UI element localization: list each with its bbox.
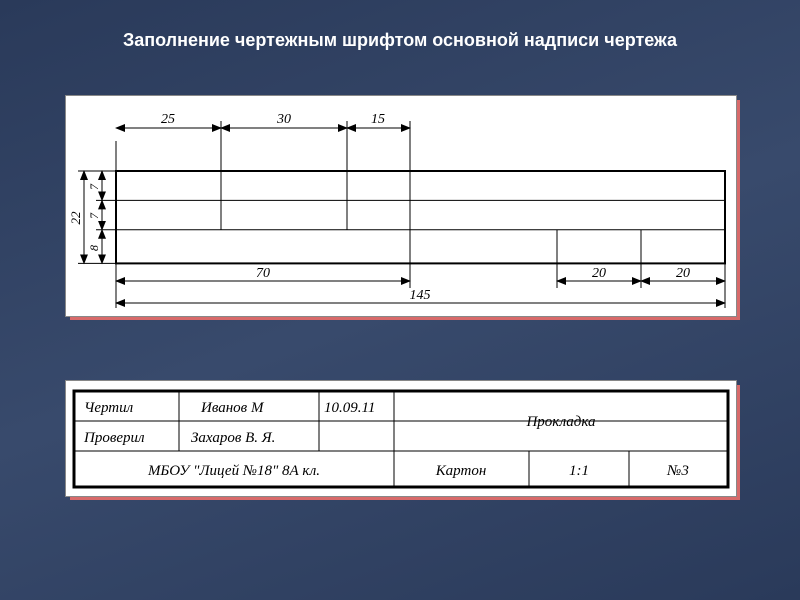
cell-r2c1: Проверил [83, 430, 145, 446]
dimension-diagram: 25 30 15 22 7 7 8 [66, 96, 736, 316]
dim-top-30: 30 [276, 112, 291, 127]
dim-bot-145: 145 [410, 288, 431, 303]
dims-top [116, 121, 410, 171]
panel1: 25 30 15 22 7 7 8 [65, 95, 737, 317]
dim-bot-20a: 20 [592, 266, 606, 281]
dim-top-25: 25 [161, 112, 175, 127]
dim-bot-70: 70 [256, 266, 270, 281]
cell-r3c4: Картон [435, 463, 487, 479]
cell-merged-right: Прокладка [525, 414, 595, 430]
dim-bot-20b: 20 [676, 266, 690, 281]
cell-r1c3: 10.09.11 [324, 400, 375, 416]
cell-r1c1: Чертил [84, 400, 134, 416]
dim-left-22: 22 [68, 211, 83, 225]
cell-r2c2: Захаров В. Я. [191, 430, 275, 446]
dim-left-7b: 7 [87, 212, 101, 219]
cell-r3-left: МБОУ "Лицей №18" 8А кл. [147, 463, 320, 479]
table-outline [116, 171, 725, 263]
dim-left-7a: 7 [87, 183, 101, 190]
cell-r3c6: №3 [666, 463, 689, 479]
cell-r3c5: 1:1 [569, 463, 589, 479]
panel2: Чертил Иванов М 10.09.11 Проверил Захаро… [65, 380, 737, 497]
cell-r1c2: Иванов М [200, 400, 265, 416]
dim-left-8: 8 [87, 245, 101, 251]
filled-title-block: Чертил Иванов М 10.09.11 Проверил Захаро… [66, 381, 736, 496]
dim-top-15: 15 [371, 112, 385, 127]
slide-title: Заполнение чертежным шрифтом основной на… [0, 30, 800, 51]
slide-stage: Заполнение чертежным шрифтом основной на… [0, 0, 800, 600]
